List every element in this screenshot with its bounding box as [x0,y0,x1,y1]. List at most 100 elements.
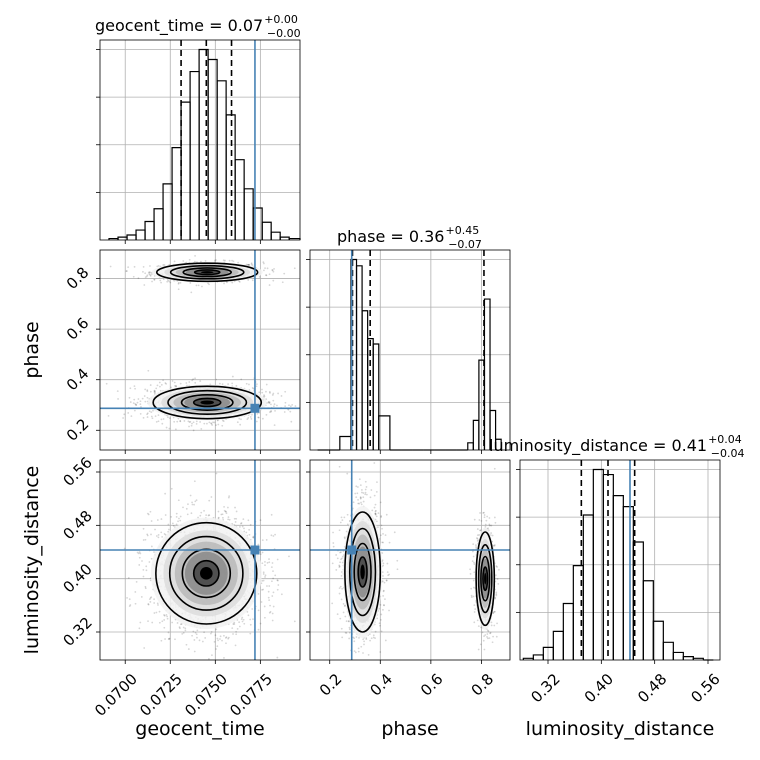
sample-point [162,278,165,281]
sample-point [208,499,211,502]
sample-point [265,274,268,277]
sample-point [374,513,377,516]
x-tick-label-3: 0.56 [687,670,723,706]
sample-point [201,640,204,643]
sample-point [238,621,241,624]
sample-point [216,637,219,640]
sample-point [259,551,262,553]
sample-point [255,420,258,423]
sample-point [226,506,229,509]
sample-point [249,632,252,635]
sample-point [259,553,262,555]
sample-point [157,420,160,423]
sample-point [273,424,276,427]
sample-point [156,602,159,605]
sample-point [194,381,197,384]
sample-point [138,564,141,566]
sample-point [135,403,138,406]
sample-point [269,411,271,413]
sample-point [204,637,207,639]
sample-point [219,638,221,640]
sample-point [150,557,153,560]
sample-point [256,412,259,415]
sample-point [193,480,196,483]
sample-point [149,265,151,267]
sample-point [227,383,230,385]
sample-point [188,421,191,424]
sample-point [142,539,145,541]
sample-point [221,383,224,386]
sample-point [191,422,193,425]
sample-point [248,383,250,386]
sample-point [195,420,198,423]
hist-bar-10 [622,506,634,660]
sample-point [165,613,168,616]
sample-point [179,627,181,630]
sample-point [166,280,169,283]
sample-point [133,385,136,388]
sample-point [157,536,160,539]
sample-point [269,392,271,394]
hist-bar-5 [361,310,369,450]
sample-point [138,551,141,553]
y-tick-label-2: 0.48 [59,507,95,543]
sample-point [241,616,244,619]
sample-point [150,415,153,418]
sample-point [187,503,189,506]
sample-point [370,637,373,640]
sample-point [268,390,271,393]
contour-0-2 [182,267,232,278]
sample-point [192,630,195,633]
sample-point [148,273,151,275]
sample-point [150,533,152,536]
sample-point [182,632,185,634]
sample-point [210,422,212,425]
sample-point [105,382,108,385]
sample-point [139,403,142,406]
sample-point [379,651,382,653]
sample-point [249,618,252,621]
sample-point [166,617,169,620]
sample-point [235,510,238,513]
sample-point [324,598,326,600]
sample-point [363,640,366,643]
sample-point [195,499,198,502]
sample-point [136,551,139,554]
sample-point [248,263,250,266]
axes-frame [99,249,301,451]
sample-point [129,604,132,606]
sample-point [143,284,146,286]
sample-point [284,405,287,408]
sample-point [211,424,214,426]
sample-point [127,412,130,414]
sample-point [123,547,126,550]
sample-point [247,614,250,617]
sample-point [243,527,245,530]
axes-frame [99,459,301,661]
sample-point [362,683,364,685]
sample-point [228,259,231,262]
sample-point [259,622,262,625]
sample-point [210,496,213,498]
sample-point [129,387,132,390]
sample-point [148,561,151,563]
sample-point [164,638,166,640]
sample-point [264,267,266,270]
sample-point [272,405,275,408]
sample-point [109,265,112,268]
contour-1-1 [167,389,248,415]
sample-point [199,514,202,517]
sample-point [167,279,169,282]
sample-point [133,409,136,412]
sample-point [238,417,241,420]
contour-0-1 [168,535,244,611]
hist-bar-9 [612,495,624,660]
sample-point [271,619,274,622]
sample-point [122,417,124,419]
sample-point [151,417,154,420]
sample-point [133,398,136,401]
scatter-points [105,254,297,432]
sample-point [270,566,273,569]
sample-point [157,604,159,606]
sample-point [175,512,178,515]
